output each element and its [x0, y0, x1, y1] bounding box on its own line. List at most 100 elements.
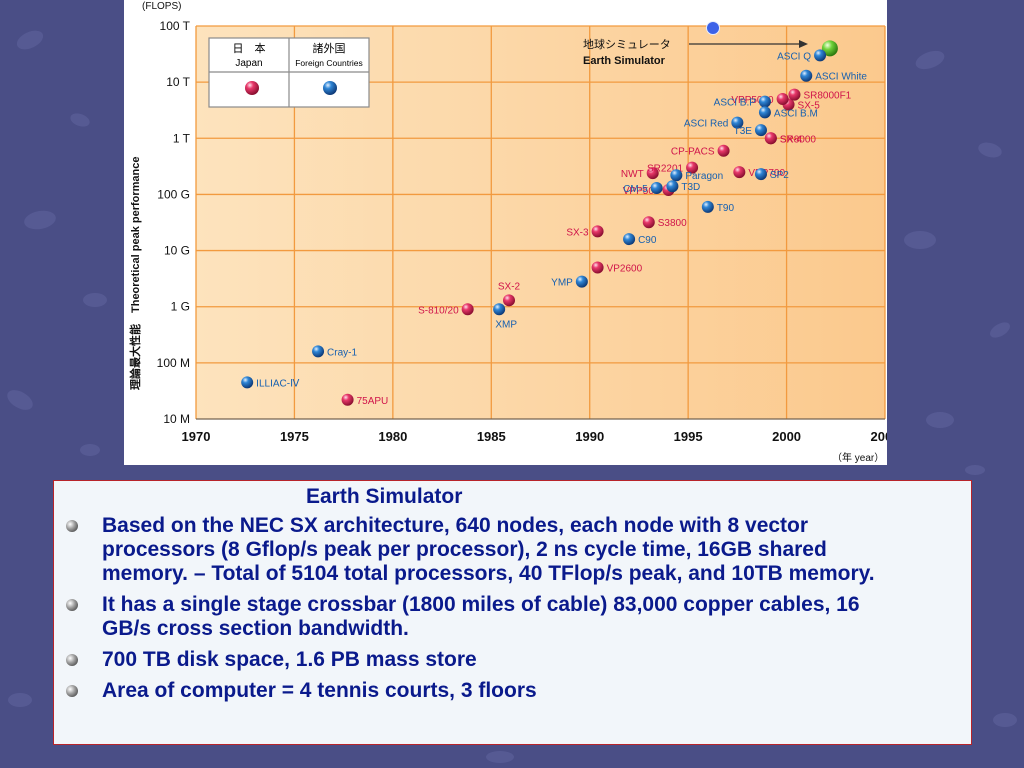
legend-foreign-marker: [323, 81, 337, 95]
data-point: [788, 88, 801, 101]
point-label: VPP500: [623, 186, 660, 197]
point-label: YMP: [551, 278, 573, 289]
point-label: NWT: [621, 169, 644, 180]
bullet-icon: [66, 599, 78, 611]
performance-chart: 100 T 10 T 1 T 100 G 10 G 1 G 100 M 10 M 1970 19…: [128, 1, 887, 464]
data-point: [670, 169, 683, 182]
data-point: [821, 40, 838, 57]
data-point: [666, 180, 679, 193]
text-panel: Earth Simulator Based on the NEC SX arch…: [53, 480, 972, 745]
data-point: [733, 166, 746, 179]
bullet-item: 700 TB disk space, 1.6 PB mass store: [54, 648, 971, 672]
data-point: [241, 376, 254, 389]
bullet-text: 700 TB disk space, 1.6 PB mass store: [102, 648, 477, 671]
bullet-list: Based on the NEC SX architecture, 640 no…: [54, 514, 971, 710]
panel-title: Earth Simulator: [306, 485, 463, 508]
point-label: ASCI B.P: [714, 98, 757, 109]
x-tick-label: 1970: [182, 429, 211, 444]
legend-japan-marker: [245, 81, 259, 95]
legend-japan-jp: 日 本: [233, 41, 266, 55]
point-label: SX-2: [498, 281, 521, 292]
data-point: [503, 294, 516, 307]
point-label: T90: [717, 203, 735, 214]
point-label: Paragon: [685, 171, 723, 182]
y-tick-label: 100 G: [157, 187, 190, 201]
x-tick-label: 1980: [378, 429, 407, 444]
x-tick-label: 1990: [575, 429, 604, 444]
y-tick-label: 1 T: [173, 131, 191, 145]
point-label: C90: [638, 235, 657, 246]
data-point: [642, 216, 655, 229]
point-label: Cray-1: [327, 347, 357, 358]
point-label: SR2201: [647, 164, 684, 175]
point-label: T3D: [681, 182, 700, 193]
data-point: [758, 95, 771, 108]
legend: 日 本 Japan 諸外国 Foreign Countries: [208, 37, 370, 108]
data-point: [461, 303, 474, 316]
point-label: T3E: [734, 126, 753, 137]
point-label: SX-4: [780, 134, 803, 145]
data-point: [646, 167, 659, 180]
data-point: [764, 132, 777, 145]
y-tick-label: 100 M: [157, 356, 190, 370]
data-point: [776, 93, 789, 106]
point-label: ILLIAC-Ⅳ: [256, 378, 300, 389]
point-label: SX-5: [798, 100, 821, 111]
point-label: VP2600: [607, 263, 643, 274]
point-label: ASCI B.M: [774, 108, 818, 119]
point-label: S3800: [658, 218, 687, 229]
y-tick-label: 10 G: [164, 244, 190, 258]
legend-foreign-jp: 諸外国: [313, 41, 346, 55]
data-point: [341, 393, 354, 406]
y-axis-title: 理論最大性能 Theoretical peak performance: [128, 156, 142, 390]
bullet-item: It has a single stage crossbar (1800 mil…: [54, 593, 971, 641]
point-label: CP-PACS: [671, 147, 715, 158]
point-label: 75APU: [357, 396, 389, 407]
bullet-text: It has a single stage crossbar (1800 mil…: [102, 593, 860, 640]
point-label: ASCI White: [815, 72, 867, 83]
bullet-item: Area of computer = 4 tennis courts, 3 fl…: [54, 679, 971, 703]
legend-foreign-en: Foreign Countries: [295, 58, 363, 68]
y-tick-label: 100 T: [160, 19, 191, 33]
point-label: XMP: [495, 319, 517, 330]
data-point: [731, 116, 744, 129]
point-label: SR8000: [780, 134, 817, 145]
bullet-icon: [66, 520, 78, 532]
x-tick-label: 1995: [674, 429, 703, 444]
data-point: [312, 345, 325, 358]
data-point: [758, 106, 771, 119]
data-point: [701, 200, 714, 213]
point-label: SP2: [770, 170, 789, 181]
data-point: [686, 161, 699, 174]
point-label: VPP5000: [731, 95, 774, 106]
point-label: SR8000F1: [803, 91, 851, 102]
pointer-dot: [706, 21, 720, 35]
legend-japan-en: Japan: [235, 58, 262, 69]
data-point: [575, 275, 588, 288]
earth-simulator-annotation: 地球シミュレータ Earth Simulator: [583, 37, 808, 67]
bullet-text: Area of computer = 4 tennis courts, 3 fl…: [102, 679, 537, 702]
x-tick-label: 1975: [280, 429, 309, 444]
bullet-item: Based on the NEC SX architecture, 640 no…: [54, 514, 971, 586]
x-tick-label: 2005: [871, 429, 887, 444]
data-point: [814, 49, 827, 62]
y-unit-label: (FLOPS): [142, 1, 181, 12]
point-label: ASCI Red: [684, 119, 728, 130]
data-point: [650, 182, 663, 195]
annotation-en: Earth Simulator: [583, 55, 666, 67]
data-point: [591, 225, 604, 238]
y-tick-label: 10 T: [166, 75, 190, 89]
bullet-icon: [66, 685, 78, 697]
chart-figure: 100 T 10 T 1 T 100 G 10 G 1 G 100 M 10 M 1970 19…: [124, 0, 887, 465]
point-label: SX-3: [566, 227, 589, 238]
x-unit-label: （年 year）: [832, 451, 884, 464]
data-point: [800, 69, 813, 82]
point-label: ASCI Q: [777, 51, 811, 62]
point-label: CM-5: [623, 184, 648, 195]
bullet-icon: [66, 654, 78, 666]
point-label: S-810/20: [418, 305, 459, 316]
data-point: [717, 144, 730, 157]
annotation-jp: 地球シミュレータ: [583, 37, 671, 51]
bullet-text: Based on the NEC SX architecture, 640 no…: [102, 514, 875, 585]
